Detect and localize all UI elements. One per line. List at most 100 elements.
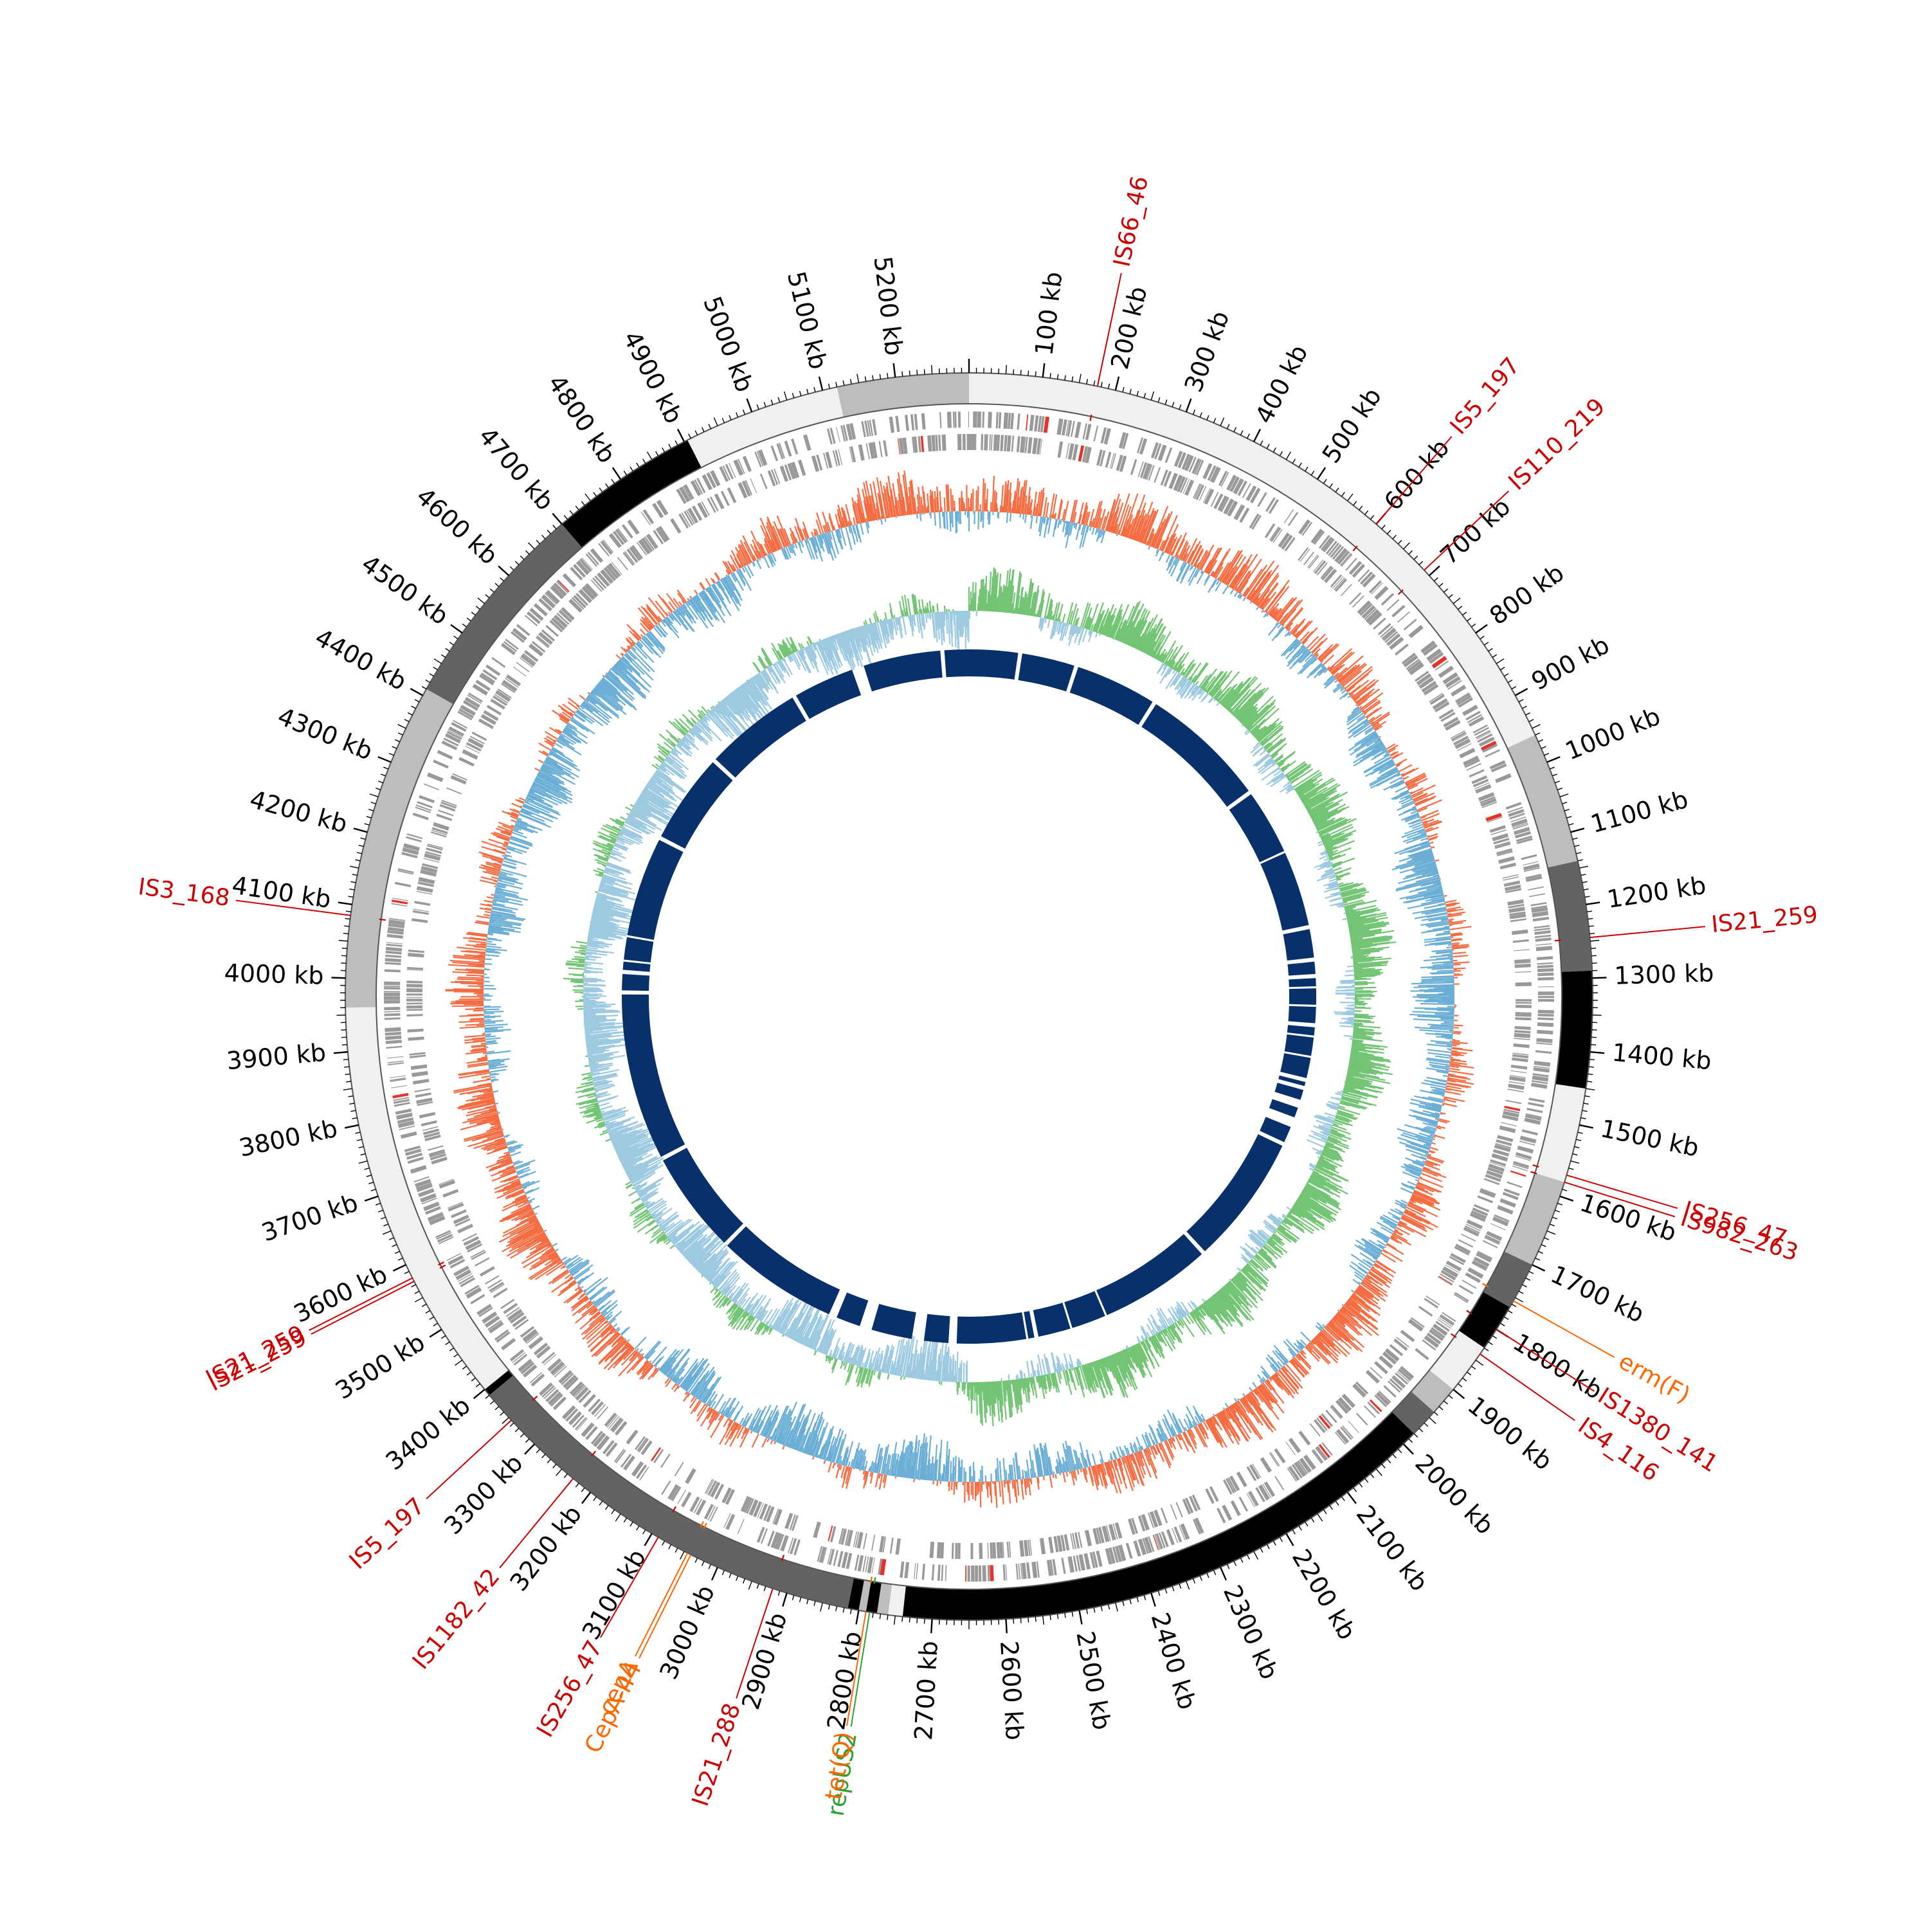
- cds-reverse: [675, 1462, 684, 1476]
- scale-tick: [451, 625, 462, 633]
- cds-reverse: [979, 1543, 983, 1559]
- scale-tick: [1569, 824, 1574, 825]
- scale-tick-label: 4200 kb: [247, 785, 350, 838]
- scale-tick: [575, 1483, 579, 1487]
- scale-tick: [1186, 399, 1191, 412]
- scale-tick: [398, 1258, 403, 1260]
- scale-tick: [581, 501, 584, 505]
- scale-tick-label: 4300 kb: [274, 702, 377, 766]
- cds-forward: [386, 944, 402, 947]
- scale-tick: [851, 379, 852, 384]
- scale-tick: [520, 556, 524, 560]
- gc-content-bar-negative: [1204, 575, 1210, 586]
- cds-reverse: [1516, 999, 1532, 1002]
- gc-content-bar-positive: [767, 1439, 768, 1442]
- scale-tick-label: 500 kb: [1317, 383, 1388, 468]
- scale-tick: [931, 1619, 932, 1633]
- gc-content-bar-negative: [650, 1361, 651, 1362]
- scale-tick: [1299, 1526, 1301, 1530]
- cds-forward: [1408, 625, 1423, 638]
- cds-forward: [385, 1017, 401, 1020]
- gc-content-bar-negative: [1411, 982, 1454, 984]
- gc-content-bar-positive: [491, 894, 494, 895]
- cds-forward: [437, 750, 453, 760]
- cds-forward: [983, 1566, 986, 1582]
- scale-tick: [1424, 1423, 1428, 1426]
- scale-tick: [1193, 1578, 1195, 1583]
- cds-reverse: [1236, 1472, 1247, 1487]
- gc-content-bar-negative: [1355, 1275, 1363, 1281]
- scale-tick: [843, 381, 844, 386]
- scale-tick: [422, 1304, 426, 1306]
- scale-tick: [426, 680, 430, 683]
- gc-content-bar-positive: [1046, 503, 1049, 518]
- gc-content-bar-negative: [1098, 528, 1099, 532]
- scale-tick: [1484, 642, 1489, 646]
- scale-tick: [637, 463, 639, 467]
- cds-forward: [1537, 973, 1553, 977]
- scale-tick-label: 3800 kb: [237, 1114, 340, 1162]
- cds-reverse: [1057, 442, 1063, 458]
- gc-content-bar-negative: [1415, 809, 1417, 810]
- scale-tick: [814, 1601, 815, 1606]
- scale-tick: [1529, 719, 1534, 722]
- scale-tick: [778, 1591, 779, 1596]
- scale-tick: [1080, 1611, 1082, 1625]
- scale-tick: [395, 739, 399, 741]
- scale-tick: [902, 1616, 903, 1621]
- cds-reverse: [406, 984, 422, 988]
- cds-forward: [932, 1564, 935, 1580]
- scale-tick: [748, 1581, 752, 1589]
- cds-reverse: [1514, 1033, 1530, 1038]
- gc-content-bar-negative: [1415, 1180, 1418, 1181]
- scale-tick: [334, 1052, 348, 1053]
- scale-tick: [1535, 1258, 1540, 1260]
- gc-content-bar-positive: [1452, 1043, 1460, 1044]
- cds-forward: [1538, 986, 1554, 988]
- cds-forward: [385, 1032, 401, 1036]
- scale-tick: [1532, 1265, 1545, 1270]
- gc-content-bar-negative: [620, 1328, 628, 1335]
- gc-content-bar-positive: [1387, 1243, 1396, 1249]
- gc-content-bar-negative: [493, 1091, 498, 1092]
- cds-forward: [1391, 605, 1405, 618]
- scale-tick: [662, 447, 665, 452]
- gc-content-bar-positive: [1452, 1045, 1456, 1046]
- gc-content-bar-positive: [520, 798, 525, 800]
- cds-reverse: [970, 1543, 973, 1559]
- scale-tick: [1354, 1488, 1357, 1492]
- scale-tick: [1409, 1439, 1413, 1443]
- gc-content-bar-negative: [1101, 1459, 1102, 1464]
- scale-tick: [1348, 1492, 1356, 1503]
- scale-tick-label: 300 kb: [1179, 307, 1235, 396]
- scale-tick: [1393, 535, 1396, 539]
- cds-reverse: [406, 998, 422, 1001]
- gc-content-bar-negative: [491, 1079, 496, 1080]
- gc-content-bar-positive: [876, 1474, 878, 1488]
- gc-content-bar-negative: [487, 941, 492, 942]
- gc-content-bar-negative: [1355, 705, 1357, 706]
- gc-content-bar-negative: [1348, 696, 1350, 698]
- gc-content-bar-positive: [473, 1079, 491, 1083]
- scale-tick: [430, 1317, 434, 1319]
- gc-content-bar-negative: [995, 1470, 996, 1481]
- gc-content-bar-positive: [1082, 505, 1087, 524]
- scale-tick: [1398, 1449, 1402, 1453]
- scale-tick: [1072, 1612, 1073, 1617]
- scale-tick: [585, 494, 590, 501]
- gc-content-bar-positive: [487, 897, 494, 898]
- scale-tick: [1557, 788, 1562, 790]
- cds-reverse: [863, 1533, 867, 1549]
- gc-content-bar-positive: [725, 1423, 737, 1445]
- gc-content-bar-negative: [1435, 1014, 1454, 1015]
- scale-tick: [764, 402, 766, 407]
- scale-tick: [575, 506, 579, 510]
- scale-tick: [462, 1366, 466, 1369]
- gc-content-bar-positive: [1453, 964, 1460, 965]
- gc-content-bar-negative: [1323, 1324, 1325, 1326]
- scale-tick-label: 4800 kb: [542, 370, 621, 468]
- scale-tick: [1247, 434, 1250, 438]
- scale-tick: [1292, 1530, 1295, 1534]
- contig-segment: [1504, 1173, 1564, 1265]
- gc-content-bar-negative: [523, 1181, 539, 1188]
